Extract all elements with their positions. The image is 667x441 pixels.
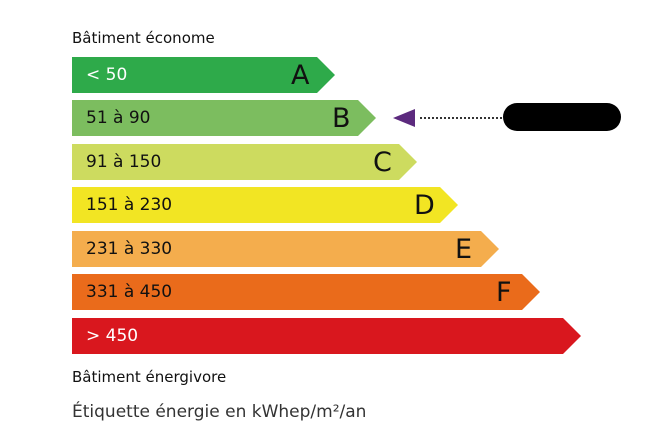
class-letter: A bbox=[291, 60, 310, 91]
indicator-dotted-line bbox=[420, 117, 502, 119]
class-range: 331 à 450 bbox=[86, 282, 173, 302]
class-range: 151 à 230 bbox=[86, 195, 173, 215]
indicator-arrow-icon bbox=[393, 109, 415, 127]
class-range: > 450 bbox=[86, 326, 139, 346]
class-letter: B bbox=[332, 103, 351, 134]
energy-class-bar-a: < 50 A bbox=[72, 57, 335, 93]
class-letter: D bbox=[414, 190, 435, 221]
energy-class-bar-f: 331 à 450 F bbox=[72, 274, 540, 310]
class-range: 51 à 90 bbox=[86, 108, 151, 128]
class-letter: C bbox=[373, 147, 392, 178]
class-range: 231 à 330 bbox=[86, 239, 173, 259]
energy-class-bar-c: 91 à 150 C bbox=[72, 144, 417, 180]
energy-class-bar-g: > 450 bbox=[72, 318, 581, 354]
top-label: Bâtiment économe bbox=[72, 29, 215, 47]
class-letter: F bbox=[496, 277, 512, 308]
energy-class-bar-b: 51 à 90 B bbox=[72, 100, 376, 136]
bottom-label: Bâtiment énergivore bbox=[72, 368, 227, 386]
class-range: 91 à 150 bbox=[86, 152, 162, 172]
energy-class-bar-d: 151 à 230 D bbox=[72, 187, 458, 223]
redacted-value bbox=[503, 103, 621, 131]
footer-caption: Étiquette énergie en kWhep/m²/an bbox=[72, 402, 367, 422]
class-range: < 50 bbox=[86, 65, 128, 85]
class-letter: E bbox=[455, 234, 473, 265]
energy-class-bar-e: 231 à 330 E bbox=[72, 231, 499, 267]
